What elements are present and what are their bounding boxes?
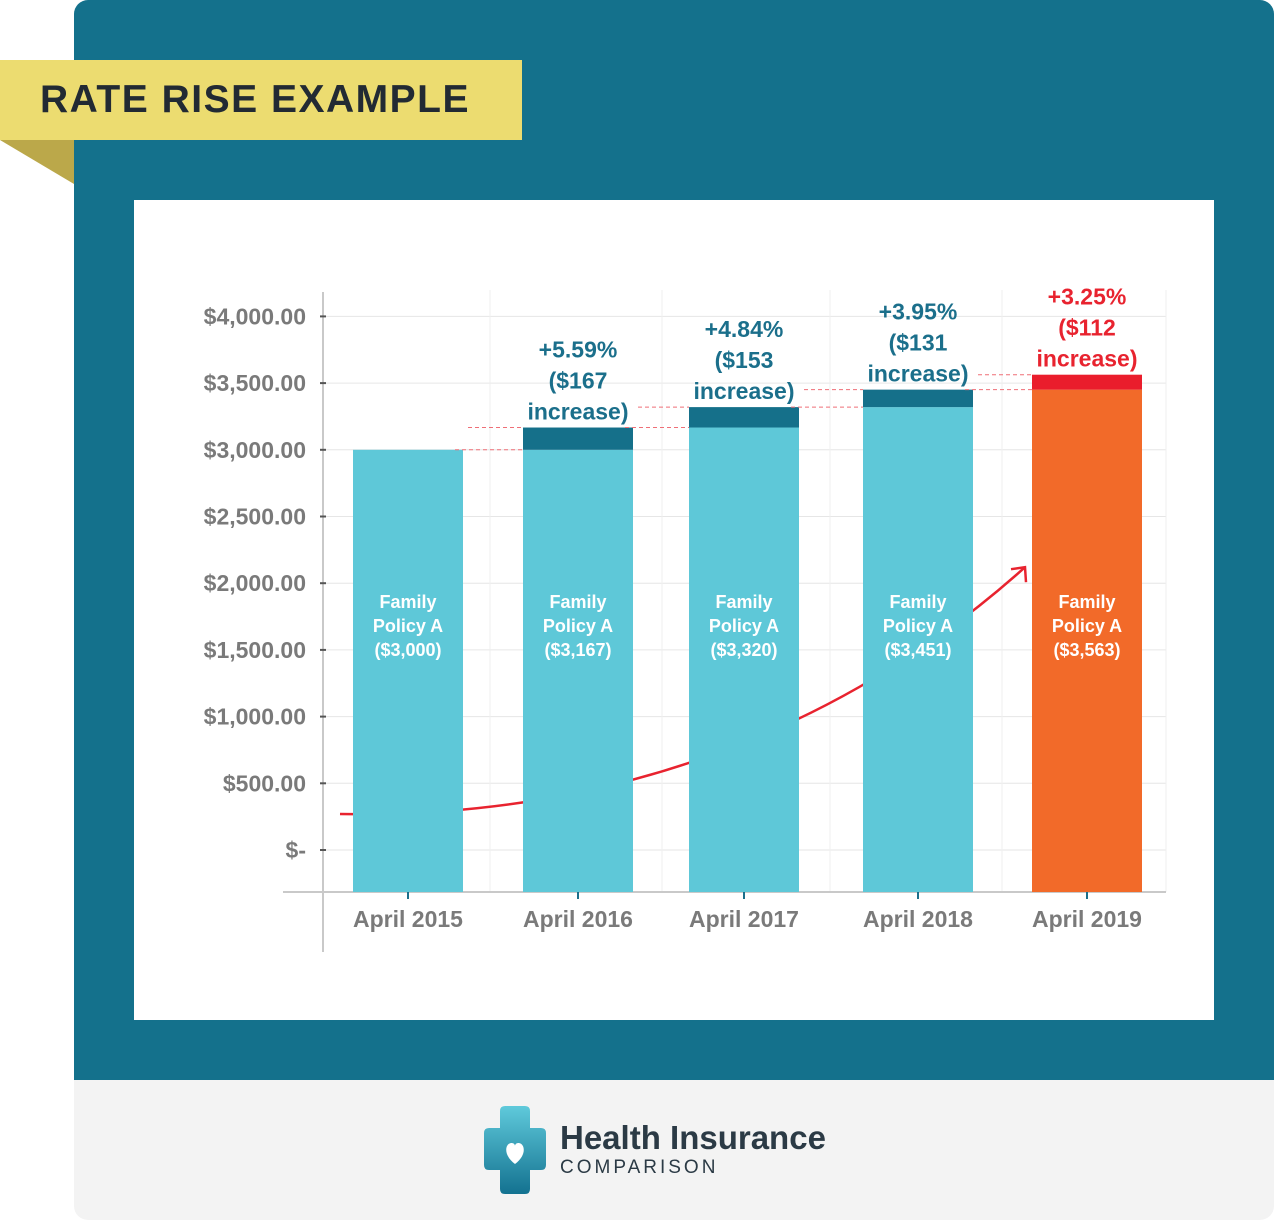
bar-label: Family	[715, 592, 772, 612]
x-tick-label: April 2017	[689, 906, 799, 932]
bar-increase-2	[523, 427, 633, 450]
increase-annotation: increase)	[1036, 346, 1137, 372]
bar-label: ($3,451)	[884, 640, 951, 660]
bar-base-4	[863, 407, 973, 892]
brand-name: Health Insurance	[560, 1119, 826, 1156]
health-cross-icon	[484, 1106, 546, 1194]
title-banner: RATE RISE EXAMPLE	[0, 60, 522, 140]
y-tick-label: $-	[286, 837, 306, 863]
bar-label: ($3,320)	[710, 640, 777, 660]
bar-label: Family	[549, 592, 606, 612]
brand-tagline: COMPARISON	[560, 1157, 719, 1178]
banner-fold	[0, 140, 74, 184]
increase-annotation: ($131	[889, 330, 948, 356]
increase-annotation: +4.84%	[705, 316, 784, 342]
increase-annotation: ($167	[549, 368, 608, 394]
bar-increase-3	[689, 407, 799, 428]
bar-label: ($3,563)	[1053, 640, 1120, 660]
brand-logo: Health Insurance COMPARISON	[484, 1106, 826, 1194]
y-tick-label: $3,500.00	[204, 370, 306, 396]
heart-icon	[506, 1142, 524, 1164]
x-tick-label: April 2019	[1032, 906, 1142, 932]
increase-annotation: ($112	[1058, 315, 1116, 341]
increase-annotation: ($153	[715, 347, 774, 373]
bar-label: Family	[889, 592, 946, 612]
y-tick-label: $2,500.00	[204, 504, 306, 530]
y-tick-label: $1,000.00	[204, 704, 306, 730]
y-tick-label: $4,000.00	[204, 303, 306, 329]
increase-annotation: +5.59%	[539, 337, 618, 363]
bar-label: Policy A	[543, 616, 613, 636]
bar-base-1	[353, 449, 463, 892]
bar-label: ($3,167)	[544, 640, 611, 660]
increase-annotation: increase)	[527, 399, 628, 425]
bar-label: Family	[379, 592, 436, 612]
bar-base-3	[689, 427, 799, 892]
footer	[74, 1080, 1274, 1220]
x-tick-label: April 2015	[353, 906, 463, 932]
bar-label: Policy A	[373, 616, 443, 636]
bar-label: ($3,000)	[374, 640, 441, 660]
y-tick-label: $1,500.00	[204, 637, 306, 663]
chart-title: RATE RISE EXAMPLE	[40, 78, 470, 121]
increase-annotation: increase)	[867, 361, 968, 387]
increase-annotation: +3.25%	[1048, 284, 1127, 310]
x-tick-label: April 2016	[523, 906, 633, 932]
x-tick-label: April 2018	[863, 906, 973, 932]
bar-increase-4	[863, 389, 973, 408]
bar-base-2	[523, 449, 633, 892]
increase-annotation: increase)	[693, 378, 794, 404]
bar-label: Policy A	[709, 616, 779, 636]
y-tick-label: $2,000.00	[204, 570, 306, 596]
bar-label: Policy A	[1052, 616, 1122, 636]
bar-base-5	[1032, 389, 1142, 892]
y-tick-label: $3,000.00	[204, 437, 306, 463]
bar-label: Family	[1058, 592, 1115, 612]
y-tick-label: $500.00	[223, 770, 306, 796]
bar-increase-5	[1032, 374, 1142, 390]
bar-label: Policy A	[883, 616, 953, 636]
trend-arrowhead	[1010, 565, 1028, 583]
increase-annotation: +3.95%	[879, 299, 958, 325]
